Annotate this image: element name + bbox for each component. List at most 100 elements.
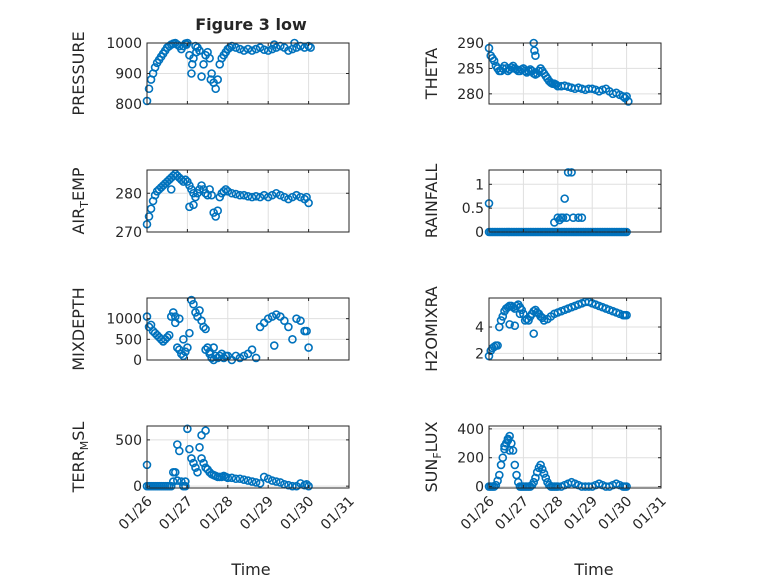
data-point — [231, 43, 241, 52]
data-point — [144, 84, 154, 94]
ylabel-tail: LUX — [422, 421, 441, 452]
panel-sunflux-markers — [484, 431, 631, 491]
data-point — [255, 479, 265, 488]
data-point — [205, 53, 214, 63]
data-point — [247, 345, 257, 354]
panel-terrmsl-ylabel: TERRMSL — [69, 422, 91, 494]
data-point — [267, 44, 277, 54]
x-tick-label: 01/31 — [318, 493, 358, 533]
data-point — [197, 72, 206, 81]
panel-terrmsl-axes-box — [146, 425, 350, 489]
data-point — [185, 328, 194, 338]
panel-airtemp-markers — [142, 169, 313, 229]
data-point — [498, 312, 508, 321]
data-point — [496, 316, 506, 325]
data-point — [187, 295, 196, 305]
data-point — [182, 40, 191, 49]
data-point — [183, 424, 192, 434]
data-point — [193, 467, 202, 477]
y-tick-label: 0 — [133, 353, 142, 369]
data-point — [493, 476, 502, 486]
y-tick-label: 290 — [457, 36, 484, 52]
data-point — [269, 40, 279, 49]
data-point — [189, 200, 198, 210]
data-point — [181, 477, 190, 486]
data-point — [201, 426, 210, 435]
panel-mixdepth-ylabel: MIXDEPTH — [69, 287, 88, 370]
y-tick-label: 500 — [115, 332, 142, 348]
data-point — [622, 92, 631, 101]
data-point — [247, 477, 257, 486]
data-point — [187, 454, 196, 463]
data-point — [235, 190, 245, 200]
data-point — [302, 326, 311, 336]
data-point — [505, 446, 514, 455]
x-axis-label-left: Time — [230, 560, 270, 579]
data-point — [563, 168, 573, 177]
data-point — [259, 190, 269, 200]
data-point — [306, 43, 315, 52]
figure-title: Figure 3 low — [195, 15, 307, 34]
ylabel-main: AIR — [69, 208, 88, 235]
data-point — [243, 192, 253, 201]
data-point — [515, 309, 525, 319]
data-point — [201, 324, 210, 334]
ylabel-main: RAINFALL — [422, 164, 441, 239]
panel-theta-markers — [484, 38, 633, 106]
data-point — [187, 60, 197, 69]
panel-theta-axes-box — [488, 42, 662, 105]
x-axis-label-right: Time — [573, 560, 613, 579]
data-point — [280, 192, 289, 202]
data-point — [271, 477, 281, 486]
data-point — [221, 185, 231, 194]
panel-terrmsl: 0 500 01/26 01/27 01/28 01/29 01/30 01/31 TERRMS… — [69, 422, 358, 534]
data-point — [292, 190, 301, 200]
data-point — [173, 343, 182, 352]
data-point — [267, 190, 277, 200]
data-point — [503, 436, 513, 445]
data-point — [243, 476, 253, 485]
data-point — [168, 477, 178, 486]
y-tick-label: 0 — [133, 479, 142, 495]
data-point — [267, 476, 277, 485]
data-point — [493, 341, 502, 350]
data-point — [231, 189, 241, 199]
data-point — [618, 92, 628, 101]
data-point — [505, 320, 514, 329]
data-point — [574, 213, 583, 222]
data-point — [263, 46, 273, 55]
data-point — [201, 345, 210, 354]
data-point — [175, 314, 184, 323]
data-point — [567, 168, 576, 177]
data-point — [541, 473, 551, 483]
data-point — [185, 444, 194, 454]
data-point — [288, 481, 297, 491]
data-point — [146, 204, 156, 214]
data-point — [259, 45, 269, 55]
data-point — [304, 481, 313, 491]
panel-airtemp-ylabel: AIRTEMP — [69, 167, 91, 234]
x-tick-label: 01/28 — [197, 493, 237, 533]
data-point — [508, 446, 518, 455]
data-point — [284, 322, 293, 332]
data-point — [199, 322, 208, 332]
data-point — [495, 470, 504, 480]
y-tick-label: 1000 — [106, 312, 142, 328]
data-point — [166, 481, 176, 491]
data-point — [577, 213, 587, 222]
data-point — [255, 192, 265, 202]
y-tick-label: 280 — [115, 186, 142, 202]
data-point — [168, 308, 178, 317]
data-point — [498, 453, 508, 463]
data-point — [179, 335, 188, 344]
data-point — [300, 43, 309, 52]
data-point — [173, 476, 182, 485]
data-point — [562, 213, 571, 222]
data-point — [529, 477, 539, 487]
data-point — [517, 305, 526, 315]
y-tick-label: 2 — [475, 346, 484, 362]
data-point — [195, 306, 204, 315]
